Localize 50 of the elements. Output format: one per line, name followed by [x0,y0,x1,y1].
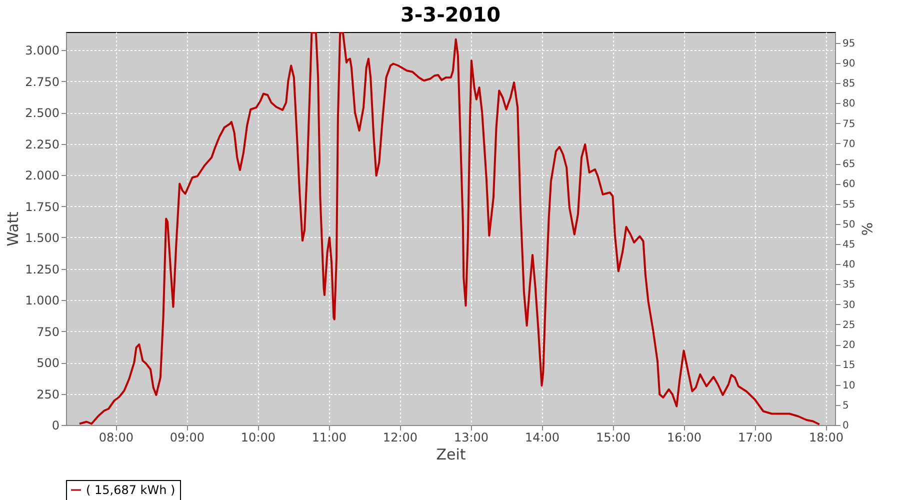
x-tick-label: 08:00 [98,430,134,444]
x-tick-label: 15:00 [596,430,631,444]
chart-title: 3-3-2010 [400,2,501,26]
y2-tick-label: 90 [842,58,856,70]
y2-tick-label: 80 [842,98,856,110]
y2-tick-label: 15 [842,360,856,372]
y2-tick-label: 75 [842,118,856,130]
y2-tick-label: 85 [842,78,856,90]
x-tick-label: 18:00 [808,430,844,444]
y2-tick-label: 40 [842,260,856,271]
y-tick-label: 750 [36,324,60,339]
y-tick-label: 500 [36,356,60,370]
y2-tick-label: 65 [842,159,856,170]
x-tick-label: 10:00 [240,430,276,444]
y2-axis-title: % [858,222,874,236]
x-tick-label: 13:00 [454,430,489,444]
x-tick-label: 14:00 [524,430,560,444]
y-tick-label: 2.250 [25,137,60,152]
y-tick-label: 2.000 [25,168,60,182]
y2-tick-label: 60 [842,179,856,190]
y2-tick-label: 55 [842,199,856,210]
y2-tick-label: 10 [842,380,856,392]
y2-tick-label: 20 [842,340,856,352]
x-tick-label: 09:00 [170,430,205,444]
line-series [78,32,820,425]
y-tick-label: 1.000 [25,294,60,308]
x-tick-label: 12:00 [382,430,418,444]
y2-tick-label: 50 [842,219,856,230]
y-tick-label: 1.500 [25,231,60,245]
y-tick-label: 0 [52,418,60,432]
y2-tick-label: 30 [842,300,856,311]
y2-tick-label: 25 [842,320,856,331]
y-tick-label: 1.250 [25,262,60,276]
y2-tick-label: 95 [842,38,856,50]
y-tick-label: 1.750 [25,200,60,214]
y2-tick-label: 35 [842,280,856,291]
y2-tick-label: 45 [842,239,856,250]
x-tick-label: 17:00 [738,430,773,444]
y-tick-label: 2.500 [25,106,60,120]
y2-tick-label: 5 [842,400,849,412]
y-tick-label: 3.000 [25,44,60,58]
y-tick-label: 2.750 [25,74,60,89]
y-tick-label: 250 [36,387,60,402]
x-tick-label: 11:00 [312,430,347,444]
y-axis-title: Watt [4,211,22,246]
x-axis-title: Zeit [436,446,466,464]
y2-tick-label: 0 [842,420,849,432]
y2-tick-label: 70 [842,138,856,150]
x-tick-label: 16:00 [666,430,702,444]
legend-label: ( 15,687 kWh ) [86,483,176,497]
